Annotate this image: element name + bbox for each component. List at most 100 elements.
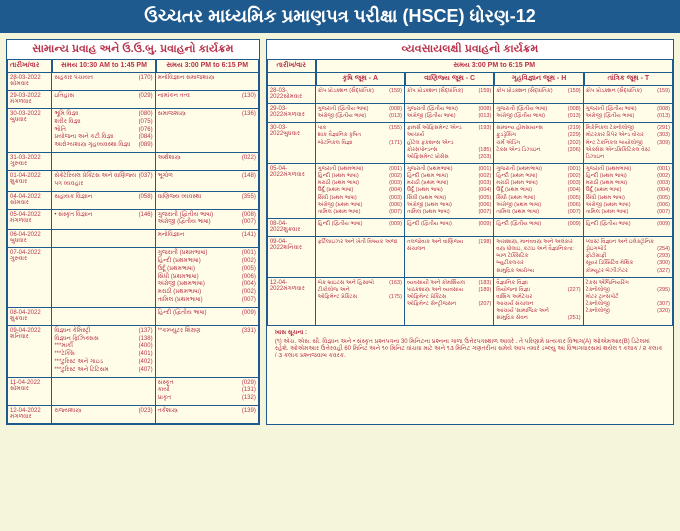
subject-line: વિજ્ઞાન કેમિસ્ટ્રી(137) — [54, 328, 152, 336]
day-label: શનિવાર — [283, 245, 302, 251]
right-col-cell: ગુજરાતી (પ્રથમભાષા)(001)હિન્દી (પ્રથમ ભા… — [584, 164, 673, 219]
day-label: સોમવાર — [283, 94, 302, 100]
date-cell: 30-03-2022બુધવાર — [7, 109, 52, 153]
subject-code: (022) — [242, 155, 256, 163]
subject-name: મરાઠી (પ્રથમભાષા) — [158, 289, 202, 297]
subject-code: (084) — [139, 134, 153, 142]
subject-name: મનોવિજ્ઞાન સમાજશાસ્ત્ર — [158, 75, 215, 83]
subject-code: (130) — [242, 93, 256, 101]
subject-code: (003) — [389, 180, 402, 187]
subject-name: સૂયર ડિસ્પ્રિટેિવ મેથિક — [586, 260, 634, 267]
subject-code: (307) — [657, 301, 670, 308]
subject-line: મનોવિજ્ઞાન સમાજશાસ્ત્ર — [158, 75, 256, 83]
right-cols: પાક(155)શાક વૈજ્ઞાનિક કૃષિતબોટનિકલ વિજ્ઞ… — [316, 123, 673, 164]
subject-code: (203) — [478, 154, 491, 161]
subject-line: ક્રોપ પ્રોડક્શન (સૈદ્ધાંતિક)(159) — [318, 88, 402, 95]
right-col-cell: મિકેનિકલ ટેક્નોલોજી(291)મોટરકાર રિપેર એન… — [584, 123, 673, 164]
day-label: બુધવાર — [283, 131, 300, 137]
subject-code: (159) — [568, 88, 581, 95]
subject-name: ઓફિમેન્ટ સેન્ટ્રીજસન — [407, 301, 456, 308]
subject-name: વૈજ્ઞાનિક વિજ્ઞા — [496, 280, 528, 287]
subject-code: (001) — [657, 166, 670, 173]
subject-name: ઉર્દૂ (પ્રથમ ભાષા) — [407, 187, 443, 194]
col2-cell: સમાજશાસ્ત્ર(136) — [156, 109, 259, 153]
subject-line: ઓફિમેન્ટ સેન્ટ્રીજસન(207) — [407, 301, 491, 308]
subject-code: (013) — [478, 113, 491, 120]
right-rows: 28-03-2022સોમવારક્રોપ પ્રોડક્શન (સૈદ્ધાં… — [267, 86, 673, 326]
subject-line: સહકાર પંચાયત(170) — [54, 75, 152, 83]
right-col-cell: ગુજરાતી (પ્રથમભાષા)(001)હિન્દી (પ્રથમ ભા… — [405, 164, 494, 219]
subject-line: મનોવિજ્ઞાન(141) — [158, 232, 256, 240]
right-col-cell: પ્લાસ્ટ વિજ્ઞાન અને ઇલેક્ટ્રોનિકડ્રોઇંગબ… — [584, 237, 673, 278]
right-row: 12-04-2022મંગળવારબેક બ્રાઇટસ અને હિસાબો(… — [267, 278, 673, 326]
subject-name: ક્રોપ પ્રોડક્શન (સૈદ્ધાંતિક) — [407, 88, 463, 95]
subject-line: તામિલ (પ્રથમ ભાષા)(007) — [586, 209, 670, 216]
subject-code: (009) — [657, 221, 670, 228]
right-cols: ગુજરાતી (પ્રથમભાષા)(001)હિન્દી (પ્રથમ ભા… — [316, 164, 673, 219]
subject-line: હિન્દી (દ્વિતીય ભાષા)(009) — [158, 310, 256, 318]
subject-line: કાર્યો(131) — [158, 387, 256, 395]
subject-name: ક્રોપ પ્રોડક્શન (સૈદ્ધાંતિક) — [586, 88, 642, 95]
subject-line: ગુજરાતી (પ્રથમભાષા)(001) — [158, 250, 256, 258]
col2-cell: નામાંકન તત્વ (130) — [156, 91, 259, 109]
subject-code: (006) — [242, 274, 256, 282]
subject-code: (136) — [242, 111, 256, 119]
day-label: મંગળવાર — [283, 172, 305, 178]
left-row: 09-04-2022શનિવારવિજ્ઞાન કેમિસ્ટ્રી(137)વ… — [7, 326, 259, 378]
subject-name: તલજોવાક અને વાણિજ્ય સંચાલન — [407, 239, 477, 253]
subject-code: (183) — [478, 280, 491, 287]
day-label: શુક્રવાર — [10, 316, 49, 323]
col1-cell: સેક્રેટેરિયલ પ્રેક્ટિસ અને વાણિજ્ય પત્ર … — [52, 171, 155, 192]
subject-code: (148) — [242, 173, 256, 181]
subject-code: (007) — [242, 219, 256, 227]
subject-line: ટીકોલોજ અને — [318, 287, 402, 294]
date-cell: 08-04-2022શુક્રવાર — [7, 308, 52, 326]
subject-name: નામાંકન તત્વ — [158, 93, 190, 101]
subject-code: (004) — [478, 187, 491, 194]
left-row: 05-04-2022મંગળવાર• સંસ્કૃત વિજ્ઞાન(146)ગ… — [7, 210, 259, 231]
right-col-cell: વૈજ્ઞાનિક વિજ્ઞાવિયોજના વિજ્ઞા(227)વાશિં… — [494, 278, 583, 326]
right-col-cell: ફર્ટિલાઇઝર અને ખેતી વિષયક અજા — [316, 237, 405, 278]
subject-line: વ્યવસાયી અને કોમર્શિયલ(183) — [407, 280, 491, 287]
subject-line: તામિલ (પ્રથમ ભાષા)(007) — [407, 209, 491, 216]
subject-code: (008) — [568, 106, 581, 113]
subject-code: (029) — [242, 380, 256, 388]
subject-line: રાજ્યશાસ્ત્ર(023) — [54, 408, 152, 416]
subject-line: ક્રોપ પ્રોડક્શન (સૈદ્ધાંતિક)(159) — [496, 88, 580, 95]
group-c: વાણિજ્ય જૂથ - C — [405, 73, 494, 86]
subject-name: પ્રાકૃત — [158, 395, 172, 403]
subject-code: (007) — [478, 209, 491, 216]
subject-code: (139) — [242, 408, 256, 416]
subject-code: (309) — [657, 140, 670, 147]
subject-line: તામિલ (પ્રથમ ભાષા)(007) — [318, 209, 402, 216]
subject-line: શાક વૈજ્ઞાનિક કૃષિત — [318, 132, 402, 139]
subject-name: એક્સેસ એન્ડક્રિકિટિકલ વેસ્ટ ડિઝાઇન — [586, 147, 668, 161]
col1-cell: • સંસ્કૃત વિજ્ઞાન(146) — [52, 210, 155, 231]
subject-code: (003) — [478, 180, 491, 187]
subject-line: તર્કશાસ્ત્ર(139) — [158, 408, 256, 416]
day-label: ગુરુવાર — [10, 161, 49, 168]
subject-code: (007) — [242, 297, 256, 305]
col1-cell: ભૂમિ વિજ્ઞા(080)શરીર વિજ્ઞા(075)ભૌતિ(076… — [52, 109, 155, 153]
subject-code: (009) — [242, 310, 256, 318]
subject-code: (331) — [242, 328, 256, 336]
subject-line: હિન્દી (પ્રથમભાષા)(002) — [158, 258, 256, 266]
subject-name: તામિલ (પ્રથમ ભાષા) — [496, 209, 539, 216]
subject-line: કોમ્યૂટર બેઝીઝેટર(327) — [586, 268, 670, 275]
subject-name: ઇતિહાસ — [54, 93, 74, 101]
subject-name: અંગ્રેજી (પ્રથમ ભાષા) — [407, 202, 452, 209]
subject-name: પાઠકશાસ્ત્ર અને વ્યવસાય ઓફિમેન્ટ પ્રેક્ટ… — [407, 287, 477, 301]
subject-line: સેક્રેટેરિયલ પ્રેક્ટિસ અને વાણિજ્ય પત્ર … — [54, 173, 152, 189]
subject-line: ***ટુરિસ્ટ અને ગાઇડ(402) — [54, 359, 152, 367]
subject-name: મનોવિજ્ઞાન — [158, 232, 185, 240]
subject-name: ક્રોપ પ્રોડક્શન (સૈદ્ધાંતિક) — [318, 88, 374, 95]
subject-line: ઉર્દૂ (પ્રથમ ભાષા) (004) — [407, 187, 491, 194]
subject-line: સમાજશાસ્ત્ર(136) — [158, 111, 256, 119]
right-cols: હિન્દી (દ્વિતીય ભાષા)(009)હિન્દી (દ્વિતી… — [316, 219, 673, 237]
subject-line: ઓફિમેન્ટ પ્રેક્ટિસ(175) — [318, 294, 402, 301]
subject-line: ઉર્દૂ (પ્રથમભાષા)(005) — [158, 266, 256, 274]
subject-line: અંગ્રેજી (દ્વિતીય ભાષા)(013) — [586, 113, 670, 120]
subject-name: મોટરકાર રિપેર એન્ડ વોચર — [586, 132, 644, 139]
subject-name: શરીર વિજ્ઞા — [54, 119, 80, 127]
subject-code: (003) — [657, 180, 670, 187]
